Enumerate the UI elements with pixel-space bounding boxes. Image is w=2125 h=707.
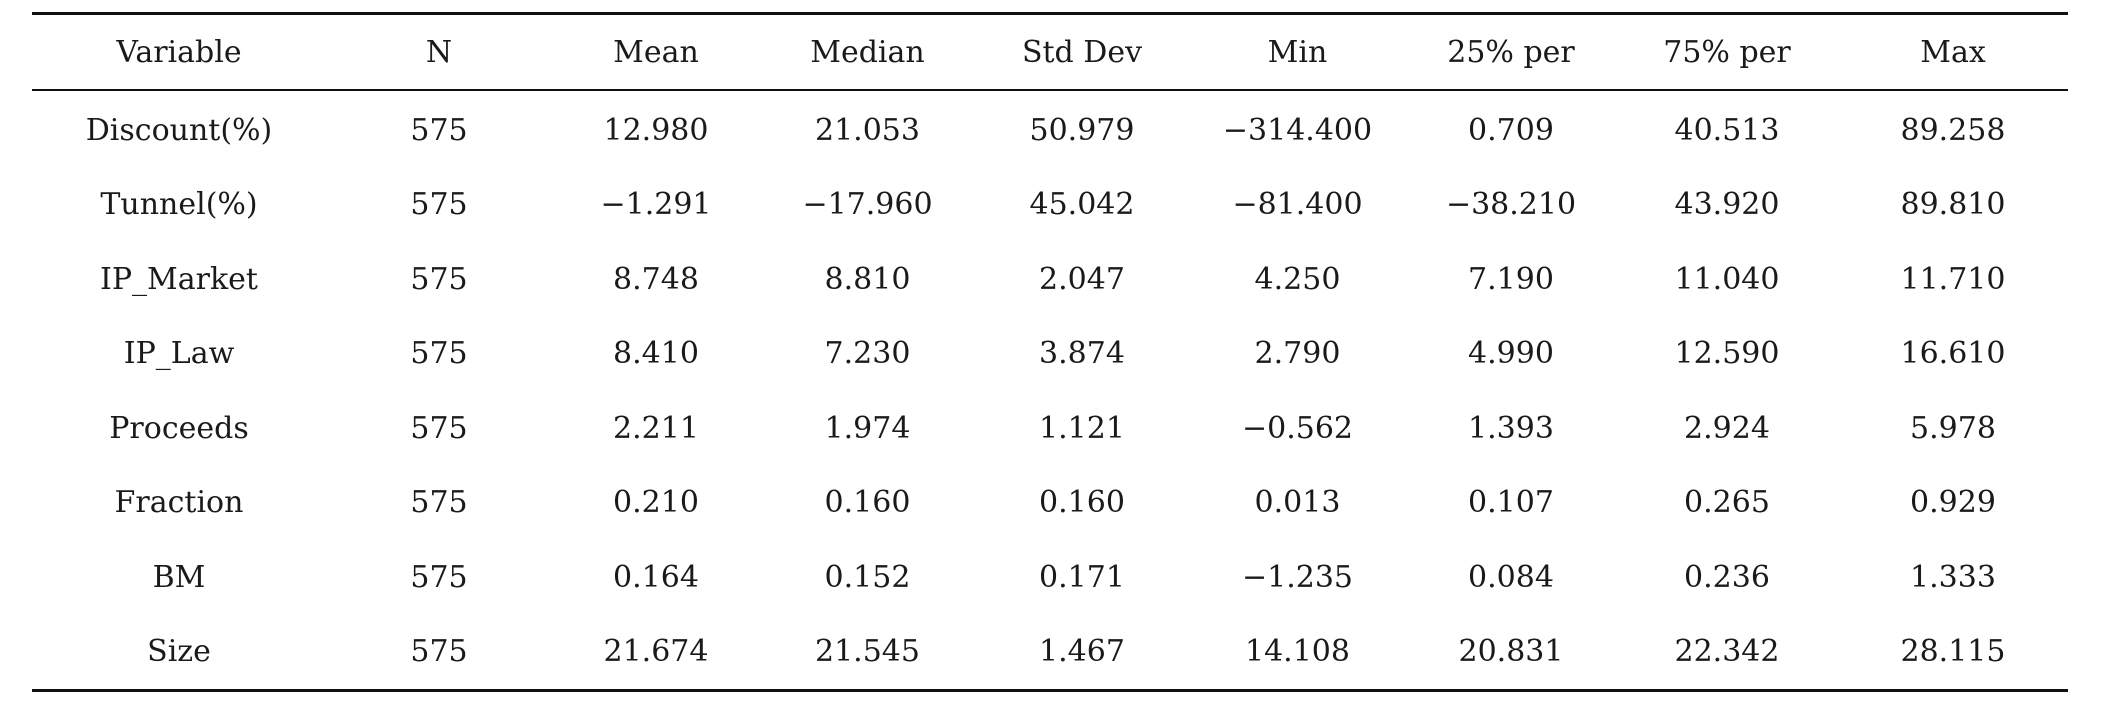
cell-variable: IP_Law [123, 336, 235, 372]
cell-mean: −1.291 [600, 187, 712, 223]
descriptive-statistics-table: Variable N Mean Median Std Dev Min 25% p… [32, 12, 2068, 692]
cell-max: 11.710 [1900, 261, 2006, 297]
header-median: Median [810, 34, 925, 70]
cell-75-percentile: 22.342 [1674, 634, 1780, 670]
cell-75-percentile: 11.040 [1674, 261, 1780, 297]
cell-max: 0.929 [1910, 485, 1996, 521]
cell-75-percentile: 40.513 [1674, 112, 1780, 148]
cell-max: 89.258 [1900, 112, 2006, 148]
cell-median: 7.230 [824, 336, 911, 372]
cell-75-percentile: 0.265 [1684, 485, 1770, 521]
header-min: Min [1267, 34, 1328, 70]
cell-variable: IP_Market [100, 261, 258, 297]
cell-median: −17.960 [802, 187, 933, 223]
cell-min: 2.790 [1254, 336, 1341, 372]
table-row: Proceeds 575 2.211 1.974 1.121 −0.562 1.393 2.9… [32, 391, 2068, 466]
cell-mean: 21.674 [603, 634, 709, 670]
cell-median: 0.152 [824, 559, 911, 595]
cell-mean: 2.211 [613, 410, 699, 446]
cell-mean: 0.164 [613, 559, 699, 595]
cell-max: 5.978 [1910, 410, 1996, 446]
cell-variable: Tunnel(%) [100, 187, 258, 223]
cell-25-percentile: 1.393 [1468, 410, 1554, 446]
cell-25-percentile: 0.107 [1468, 485, 1554, 521]
cell-median: 0.160 [824, 485, 911, 521]
cell-variable: Discount(%) [85, 112, 273, 148]
header-75-percentile: 75% per [1663, 34, 1791, 70]
cell-std-dev: 0.171 [1039, 559, 1125, 595]
cell-min: −1.235 [1241, 559, 1354, 595]
cell-std-dev: 3.874 [1039, 336, 1125, 372]
cell-75-percentile: 2.924 [1684, 410, 1770, 446]
cell-n: 575 [410, 112, 468, 148]
cell-25-percentile: 0.709 [1468, 112, 1554, 148]
cell-n: 575 [410, 336, 468, 372]
cell-25-percentile: 4.990 [1468, 336, 1554, 372]
table-row: IP_Law 575 8.410 7.230 3.874 2.790 4.990 12.590… [32, 317, 2068, 392]
cell-std-dev: 0.160 [1039, 485, 1125, 521]
cell-min: 4.250 [1254, 261, 1341, 297]
cell-max: 16.610 [1900, 336, 2006, 372]
cell-median: 8.810 [824, 261, 911, 297]
cell-min: 0.013 [1254, 485, 1341, 521]
cell-n: 575 [410, 485, 468, 521]
cell-min: −314.400 [1222, 112, 1373, 148]
cell-n: 575 [410, 559, 468, 595]
header-std-dev: Std Dev [1021, 34, 1143, 70]
cell-25-percentile: −38.210 [1445, 187, 1577, 223]
cell-mean: 12.980 [603, 112, 709, 148]
header-variable: Variable [116, 34, 242, 70]
cell-25-percentile: 7.190 [1468, 261, 1554, 297]
descriptive-statistics-table-container: Variable N Mean Median Std Dev Min 25% p… [32, 12, 2068, 692]
cell-75-percentile: 0.236 [1684, 559, 1770, 595]
cell-median: 21.053 [815, 112, 920, 148]
cell-std-dev: 50.979 [1029, 112, 1135, 148]
cell-std-dev: 1.467 [1039, 634, 1125, 670]
table-body: Discount(%) 575 12.980 21.053 50.979 −314.400… [32, 90, 2068, 691]
table-row: Fraction 575 0.210 0.160 0.160 0.013 0.107 0.26… [32, 466, 2068, 541]
cell-n: 575 [410, 410, 468, 446]
cell-mean: 8.410 [613, 336, 699, 372]
cell-max: 89.810 [1900, 187, 2006, 223]
cell-variable: Fraction [114, 485, 244, 521]
cell-median: 1.974 [824, 410, 911, 446]
cell-25-percentile: 0.084 [1468, 559, 1554, 595]
cell-n: 575 [410, 187, 468, 223]
cell-max: 1.333 [1910, 559, 1996, 595]
header-mean: Mean [613, 34, 699, 70]
table-header: Variable N Mean Median Std Dev Min 25% p… [32, 13, 2068, 90]
header-n: N [425, 34, 453, 70]
cell-max: 28.115 [1900, 634, 2006, 670]
header-max: Max [1920, 34, 1986, 70]
header-row: Variable N Mean Median Std Dev Min 25% p… [32, 13, 2068, 90]
cell-n: 575 [410, 261, 468, 297]
cell-25-percentile: 20.831 [1458, 634, 1564, 670]
cell-std-dev: 45.042 [1029, 187, 1135, 223]
table-row: Size 575 21.674 21.545 1.467 14.108 20.831 22.3… [32, 615, 2068, 691]
cell-min: −0.562 [1241, 410, 1354, 446]
cell-75-percentile: 43.920 [1674, 187, 1780, 223]
cell-min: −81.400 [1232, 187, 1363, 223]
cell-std-dev: 2.047 [1039, 261, 1125, 297]
cell-min: 14.108 [1245, 634, 1350, 670]
cell-mean: 8.748 [613, 261, 699, 297]
cell-median: 21.545 [815, 634, 920, 670]
table-row: Discount(%) 575 12.980 21.053 50.979 −314.400… [32, 90, 2068, 168]
cell-std-dev: 1.121 [1039, 410, 1125, 446]
cell-variable: BM [152, 559, 206, 595]
cell-mean: 0.210 [613, 485, 699, 521]
cell-variable: Size [147, 634, 211, 670]
table-row: BM 575 0.164 0.152 0.171 −1.235 0.084 0.236 1.33… [32, 540, 2068, 615]
table-row: Tunnel(%) 575 −1.291 −17.960 45.042 −81.400 −3… [32, 168, 2068, 243]
cell-variable: Proceeds [109, 410, 249, 446]
table-row: IP_Market 575 8.748 8.810 2.047 4.250 7.190 11.… [32, 242, 2068, 317]
header-25-percentile: 25% per [1447, 34, 1575, 70]
cell-75-percentile: 12.590 [1674, 336, 1780, 372]
cell-n: 575 [410, 634, 468, 670]
